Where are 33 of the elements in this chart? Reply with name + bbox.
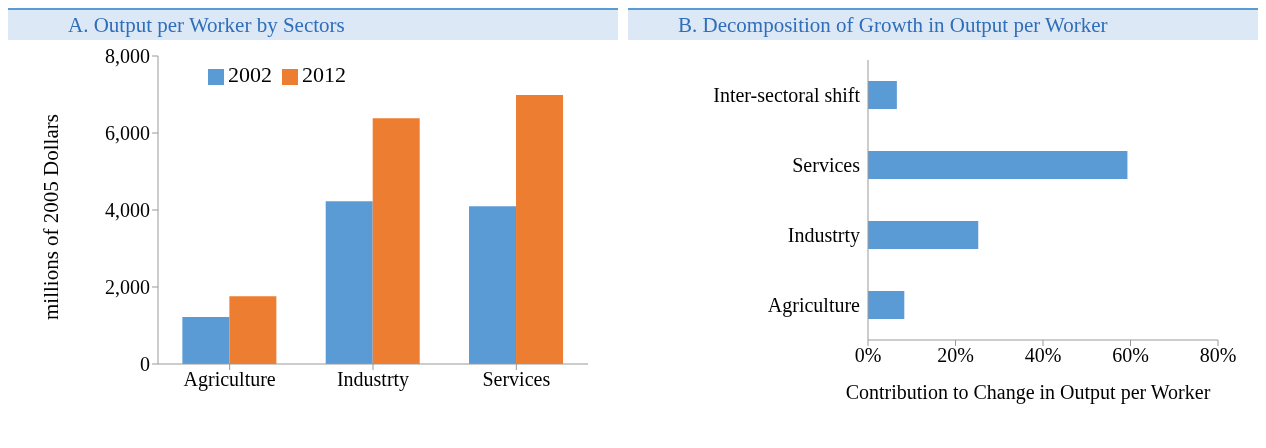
x-tick-label: 40%	[1024, 344, 1062, 367]
y-tick-label: 6,000	[105, 122, 150, 145]
bar	[868, 151, 1128, 179]
y-tick-label: 2,000	[105, 276, 150, 299]
x-axis-title: Contribution to Change in Output per Worker	[844, 380, 1212, 404]
x-tick-label: 20%	[937, 344, 974, 367]
legend-label: 2012	[302, 62, 346, 87]
y-tick-label: Inter-sectoral shift	[713, 84, 861, 107]
bar	[516, 94, 564, 364]
y-tick-label: Industrty	[787, 224, 860, 248]
x-tick-label: 60%	[1112, 344, 1149, 367]
x-tick-label: Agriculture	[183, 368, 276, 392]
bar	[469, 206, 517, 364]
x-tick-label: Services	[482, 368, 551, 391]
bar	[182, 317, 230, 364]
bar	[868, 291, 905, 319]
chart-title: B. Decomposition of Growth in Output per Worker	[628, 8, 1258, 40]
y-axis-title: millions of 2005 Dollars	[39, 114, 64, 320]
bar	[229, 296, 277, 364]
y-tick-label: 8,000	[105, 45, 150, 68]
y-tick-label: 4,000	[105, 199, 150, 222]
x-tick-label: 80%	[1199, 344, 1237, 367]
x-tick-label: Industrty	[336, 368, 410, 392]
legend-label: 2002	[228, 62, 272, 87]
bar	[372, 118, 420, 364]
chart-title: A. Output per Worker by Sectors	[8, 8, 618, 40]
x-tick-label: 0%	[854, 344, 882, 367]
y-tick-label: Agriculture	[767, 294, 861, 318]
bar	[868, 221, 979, 249]
y-tick-label: 0	[140, 353, 150, 376]
bar	[868, 81, 897, 109]
bar	[325, 201, 373, 364]
y-tick-label: Services	[792, 154, 861, 177]
